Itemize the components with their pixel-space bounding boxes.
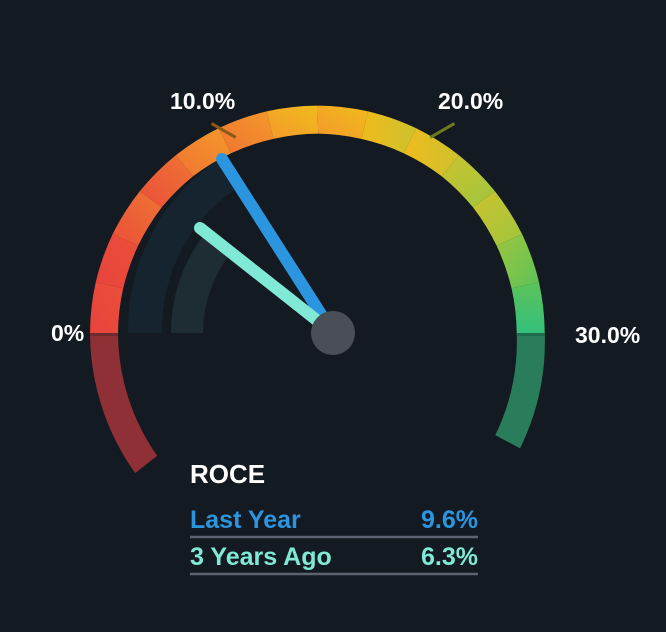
gauge-band-segment [511,282,545,333]
gauge-band-segment [441,155,495,208]
needle-last-year [216,153,339,339]
value-track-last-year [127,156,242,333]
legend-title: ROCE [190,459,265,489]
gauge-hub [311,311,355,355]
gauge-band-segment [403,128,460,177]
tick-10 [210,122,237,139]
tick-20 [429,122,456,139]
gauge-band-segment [175,128,232,177]
gauge-band-segment [317,105,369,139]
legend-value-3-years-ago: 6.3% [421,543,478,571]
gauge-band-segment [472,191,523,246]
legend: ROCE Last Year 9.6% 3 Years Ago 6.3% [190,459,478,576]
gauge-band-segment [266,105,319,139]
gauge-band-under-zero [90,333,158,474]
gauge-band-segment [361,111,417,154]
gauge-needles [194,153,339,339]
needle-3-years-ago [194,222,339,339]
scale-label-0: 0% [51,320,84,346]
gauge-band-overflow [90,333,545,474]
gauge-band-over-max [495,333,545,449]
gauge-value-tracks [127,156,242,333]
gauge-band-segment [95,234,139,289]
gauge-band-segment [218,111,274,154]
value-track-3-years-ago [170,233,231,333]
scale-label-20: 20.0% [438,88,503,114]
gauge-band [90,105,545,333]
gauge-scale-labels: 0% 10.0% 20.0% 30.0% [51,88,640,348]
gauge-band-segment [112,191,162,246]
gauge-band-segment [90,282,124,333]
gauge-ticks [90,122,545,336]
gauge-band-segment [139,155,194,208]
gauge-band-segment [496,234,540,289]
scale-label-30: 30.0% [575,322,640,348]
legend-label-last-year: Last Year [190,506,301,534]
scale-label-10: 10.0% [170,88,235,114]
legend-value-last-year: 9.6% [421,506,478,534]
legend-label-3-years-ago: 3 Years Ago [190,543,332,571]
